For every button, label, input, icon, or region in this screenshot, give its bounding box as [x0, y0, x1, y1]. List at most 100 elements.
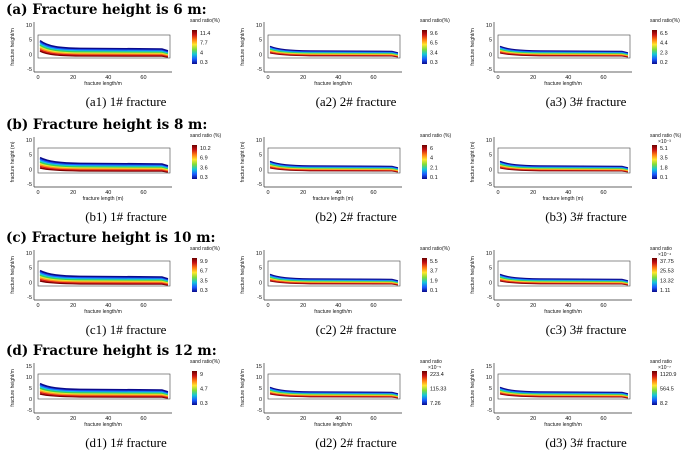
x-axis-label: fracture length/m — [84, 309, 122, 315]
x-tick-label: 0 — [496, 190, 499, 196]
colorbar-tick: 5.1 — [660, 146, 668, 152]
x-axis-label: fracture length/m — [84, 422, 122, 428]
contour-line — [39, 277, 169, 285]
contour-line — [499, 391, 629, 398]
y-tick-label: 10 — [486, 251, 492, 257]
colorbar-label: sand ratio(%) — [420, 18, 450, 24]
panel-caption: (a1) 1# fracture — [85, 94, 167, 109]
contour-panel: 10 5 0 -5 0 20 40 60 fracture length (m) fracture… — [470, 133, 681, 202]
fracture-outline — [267, 260, 401, 287]
colorbar-tick: 4.4 — [660, 41, 668, 47]
contour-line — [499, 279, 629, 285]
colorbar-tick: 564.5 — [660, 387, 674, 393]
contour-line — [499, 165, 629, 172]
x-tick-label: 60 — [370, 190, 376, 196]
contour-line — [39, 48, 169, 57]
contour-line — [499, 160, 629, 169]
y-tick-label: -5 — [487, 295, 492, 301]
contour-line — [499, 161, 629, 169]
contour-line — [499, 162, 629, 170]
x-tick-label: 0 — [266, 190, 269, 196]
colorbar-tick: 9.6 — [430, 31, 438, 37]
y-tick-label: -5 — [487, 67, 492, 73]
contour-line — [269, 162, 399, 170]
y-tick-label: 0 — [259, 280, 262, 286]
contour-line — [269, 49, 399, 56]
y-tick-label: 5 — [489, 386, 492, 392]
colorbar-label: sand ratio(%) — [420, 246, 450, 252]
panel-caption: (c2) 2# fracture — [315, 322, 397, 337]
x-tick-label: 60 — [140, 190, 146, 196]
colorbar-tick: 6.9 — [200, 156, 208, 162]
colorbar-tick: 1.8 — [660, 165, 668, 171]
contour-line — [499, 387, 629, 395]
colorbar-tick: 6.7 — [200, 269, 208, 275]
colorbar — [422, 145, 427, 179]
panel-caption: (c1) 1# fracture — [85, 322, 167, 337]
colorbar-tick: 1.9 — [430, 278, 438, 284]
contour-line — [39, 42, 169, 54]
y-tick-label: 5 — [259, 386, 262, 392]
contour-panel: 10 5 0 -5 0 20 40 60 fracture length/m fracture h… — [240, 18, 450, 87]
colorbar — [652, 258, 657, 292]
colorbar-tick: 0.2 — [660, 60, 668, 66]
y-tick-label: 5 — [489, 38, 492, 44]
contour-line — [269, 390, 399, 397]
y-tick-label: -5 — [487, 408, 492, 414]
x-tick-label: 60 — [370, 416, 376, 422]
x-tick-label: 0 — [36, 303, 39, 309]
y-axis-label: fracture height (m) — [240, 141, 246, 182]
y-tick-label: 0 — [489, 167, 492, 173]
colorbar-tick: 115.33 — [430, 387, 446, 393]
contour-line — [269, 160, 399, 169]
x-tick-label: 0 — [496, 416, 499, 422]
contour-line — [499, 277, 629, 284]
fracture-outline — [497, 34, 631, 59]
colorbar-label: sand ratio(%) — [650, 18, 680, 24]
contour-line — [269, 393, 399, 399]
contour-panel: 15 10 5 0 -5 0 20 40 60 fracture length/m fracture… — [470, 359, 676, 428]
colorbar-tick: 6.5 — [660, 31, 668, 37]
y-tick-label: 5 — [259, 153, 262, 159]
colorbar-tick: 3.7 — [430, 269, 438, 275]
colorbar-tick: 1.11 — [660, 288, 670, 294]
x-axis-label: fracture length/m — [314, 309, 352, 315]
y-axis-label: fracture height (m) — [10, 141, 16, 182]
colorbar-tick: 2.1 — [430, 165, 438, 171]
contour-line — [269, 165, 399, 172]
fracture-outline — [37, 34, 171, 59]
y-tick-label: 10 — [26, 375, 32, 381]
colorbar-tick: 0.1 — [430, 175, 438, 181]
panel-caption: (d1) 1# fracture — [85, 435, 167, 450]
contour-line — [499, 45, 629, 54]
x-tick-label: 20 — [300, 190, 306, 196]
x-axis-label: fracture length/m — [314, 81, 352, 87]
contour-line — [499, 276, 629, 284]
contour-line — [269, 161, 399, 169]
y-tick-label: -5 — [257, 295, 262, 301]
x-tick-label: 60 — [140, 416, 146, 422]
contour-line — [39, 269, 169, 280]
contour-line — [269, 166, 399, 172]
colorbar — [652, 145, 657, 179]
contour-line — [499, 392, 629, 398]
fracture-outline — [497, 260, 631, 287]
x-tick-label: 20 — [530, 303, 536, 309]
y-tick-label: 5 — [29, 153, 32, 159]
x-axis-label: fracture length (m) — [83, 196, 124, 202]
colorbar-tick: 3.6 — [200, 165, 208, 171]
colorbar-label: sand ratio — [650, 246, 672, 252]
contour-line — [499, 275, 629, 283]
panel-caption: (a2) 2# fracture — [315, 94, 397, 109]
contour-line — [269, 52, 399, 58]
contour-line — [269, 45, 399, 54]
y-tick-label: 5 — [489, 153, 492, 159]
y-tick-label: 10 — [486, 375, 492, 381]
y-tick-label: 10 — [486, 23, 492, 29]
contour-line — [499, 388, 629, 396]
fracture-outline — [37, 373, 171, 400]
y-tick-label: -5 — [257, 182, 262, 188]
contour-line — [39, 385, 169, 395]
contour-line — [39, 167, 169, 173]
colorbar-exponent: ×10⁻⁷ — [658, 365, 671, 371]
